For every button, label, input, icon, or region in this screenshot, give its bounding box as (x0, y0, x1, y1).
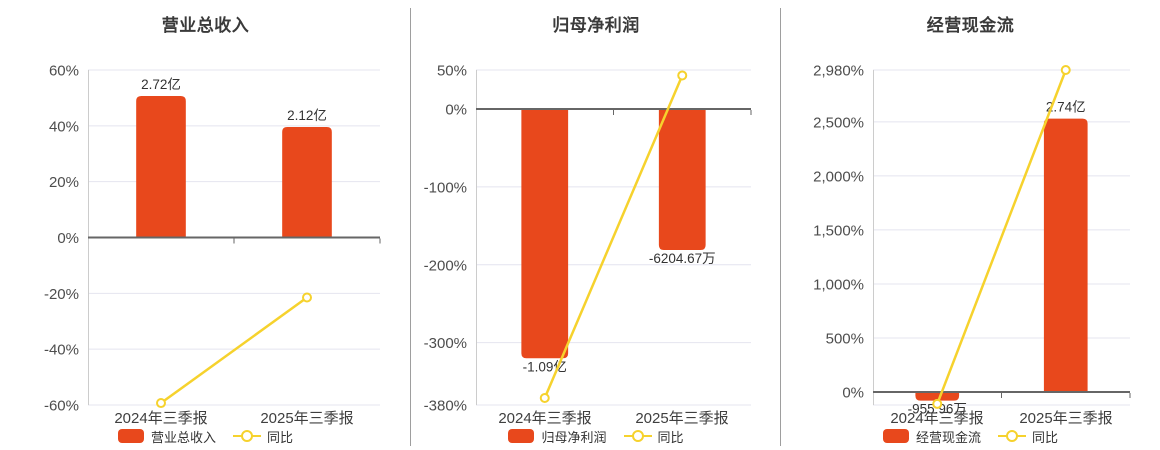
panel-separator (780, 8, 781, 446)
revenue-chart-plot: 60% 40% 20% 0% -20% -40% -60% 2.72亿 2.12亿 (44, 63, 381, 415)
x-axis-label-2025: 2025年三季报 (635, 410, 729, 427)
legend-line-label: 同比 (267, 429, 294, 445)
yoy-line-marker (539, 392, 550, 403)
y-axis-tick-label: -380% (424, 398, 467, 415)
bar (136, 95, 186, 238)
panel-cash-flow: 经营现金流 2,980% 2,500% 2,000% 1,500% 1,000% 500%… (781, 0, 1160, 450)
legend-bar-label: 经营现金流 (915, 429, 981, 445)
y-axis-tick-label: 0% (445, 101, 467, 118)
bar-value-label: 2.12亿 (287, 108, 327, 123)
legend-line-label: 同比 (1032, 429, 1059, 445)
legend-net-profit: 归母净利润 同比 (411, 426, 781, 446)
legend-bar-swatch (508, 429, 535, 443)
legend-line-marker (233, 429, 261, 443)
y-axis-tick-label: -20% (44, 286, 79, 303)
legend-line-dot (1006, 430, 1018, 442)
yoy-line-marker (302, 292, 312, 303)
y-axis-tick-label: 20% (49, 174, 79, 191)
bar-value-label: -6204.67万 (649, 251, 716, 266)
panel-net-profit: 归母净利润 50% 0% -100% -200% -300% -380% -1.09亿 -62… (411, 0, 781, 450)
bar-value-label: -955.96万 (908, 402, 967, 417)
yoy-line-marker (156, 398, 166, 409)
bar (521, 108, 569, 359)
legend-line-marker (998, 429, 1026, 443)
legend-revenue: 营业总收入 同比 (0, 426, 411, 446)
panel-revenue: 营业总收入 60% 40% 20% 0% -20% -40% -60% 2.72亿 2.12亿 … (0, 0, 411, 450)
y-axis-tick-label: 0% (842, 385, 864, 402)
y-axis-tick-label: 2,500% (813, 114, 864, 131)
y-axis-tick-label: 50% (437, 63, 467, 80)
x-axis-label-2024: 2024年三季报 (890, 410, 984, 427)
y-axis-tick-label: -40% (44, 342, 79, 359)
y-axis-tick-label: 0% (57, 230, 79, 247)
y-axis-tick-label: 500% (826, 331, 864, 348)
x-axis-label-2024: 2024年三季报 (114, 410, 208, 427)
legend-bar-swatch (882, 429, 909, 443)
y-axis-tick-label: -60% (44, 398, 79, 415)
yoy-line-marker (1060, 65, 1071, 75)
legend-line-marker (623, 429, 652, 443)
y-axis-tick-label: 60% (49, 63, 79, 80)
bar-value-label: 2.74亿 (1046, 100, 1086, 115)
legend-bar-label: 归母净利润 (541, 429, 607, 445)
yoy-line-marker (932, 398, 943, 409)
y-axis-tick-label: -300% (424, 335, 467, 352)
x-axis-label-2025: 2025年三季报 (260, 410, 354, 427)
y-axis-tick-label: 1,000% (813, 276, 864, 293)
x-axis-label-2025: 2025年三季报 (1019, 410, 1113, 427)
bar (282, 126, 332, 238)
y-axis-tick-label: 2,000% (813, 168, 864, 185)
yoy-line (160, 296, 308, 405)
chart-title-net-profit: 归母净利润 (552, 16, 640, 35)
bar (1043, 118, 1088, 393)
bar-value-label: 2.72亿 (141, 77, 181, 92)
chart-title-cash-flow: 经营现金流 (926, 16, 1015, 35)
net-profit-chart-plot: 50%0%-100%-200%-300%-380%-1.09亿-6204.67万 (424, 63, 752, 415)
yoy-line (936, 69, 1067, 405)
y-axis-tick-label: -100% (424, 179, 467, 196)
legend-line-dot (631, 430, 644, 442)
legend-line-dot (241, 430, 253, 442)
yoy-line-marker (677, 70, 688, 81)
legend-line-label: 同比 (657, 429, 684, 445)
legend-bar-swatch (117, 429, 144, 443)
y-axis-tick-label: 40% (49, 118, 79, 135)
x-axis-label-2024: 2024年三季报 (498, 410, 592, 427)
cash-flow-chart-plot: 2,980% 2,500% 2,000% 1,500% 1,000% 500% 0% -955… (813, 63, 1131, 417)
chart-title-revenue: 营业总收入 (161, 16, 250, 35)
y-axis-tick-label: 1,500% (813, 222, 864, 239)
legend-bar-label: 营业总收入 (150, 429, 216, 445)
bar (658, 108, 706, 250)
y-axis-tick-label: -200% (424, 257, 467, 274)
y-axis-tick-label: 2,980% (813, 63, 864, 80)
panel-separator (410, 8, 411, 446)
legend-cash-flow: 经营现金流 同比 (781, 426, 1160, 446)
yoy-line (543, 74, 684, 399)
bar (915, 392, 960, 401)
